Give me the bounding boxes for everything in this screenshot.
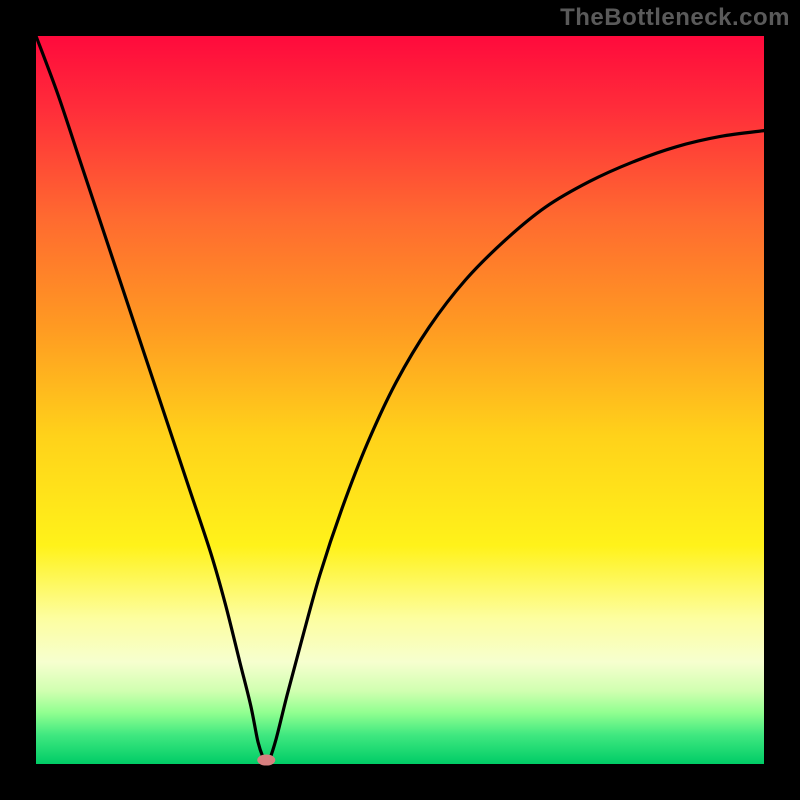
curve-path: [36, 36, 764, 764]
watermark-text: TheBottleneck.com: [560, 4, 790, 32]
plot-area: [36, 36, 764, 764]
bottleneck-curve: [36, 36, 764, 764]
optimum-marker: [257, 755, 274, 766]
chart-stage: TheBottleneck.com: [0, 0, 800, 800]
